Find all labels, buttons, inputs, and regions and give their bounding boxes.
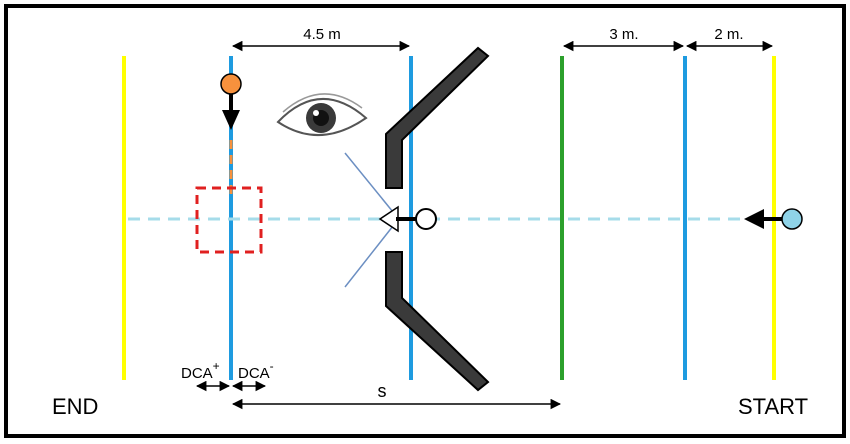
occluded-ball-icon — [378, 205, 437, 233]
label-2-m: 2 m. — [714, 26, 743, 43]
start-ball-icon — [744, 208, 803, 230]
orange-ball — [220, 73, 242, 95]
sight-line-upper — [344, 152, 394, 213]
label-end: END — [52, 394, 98, 419]
label-dca-minus: DCA- — [238, 359, 274, 382]
label-4-5-m: 4.5 m — [303, 26, 341, 43]
sight-line-lower — [344, 225, 394, 288]
orange-arrow-head — [222, 110, 240, 130]
label-start: START — [738, 394, 808, 419]
interception-zone — [195, 186, 263, 254]
label-3-m: 3 m. — [609, 26, 638, 43]
barrier-lower — [385, 251, 490, 392]
barrier-upper — [385, 46, 490, 189]
label-s: s — [378, 381, 387, 401]
eye-icon — [276, 93, 368, 137]
label-dca-plus: DCA+ — [181, 359, 220, 382]
